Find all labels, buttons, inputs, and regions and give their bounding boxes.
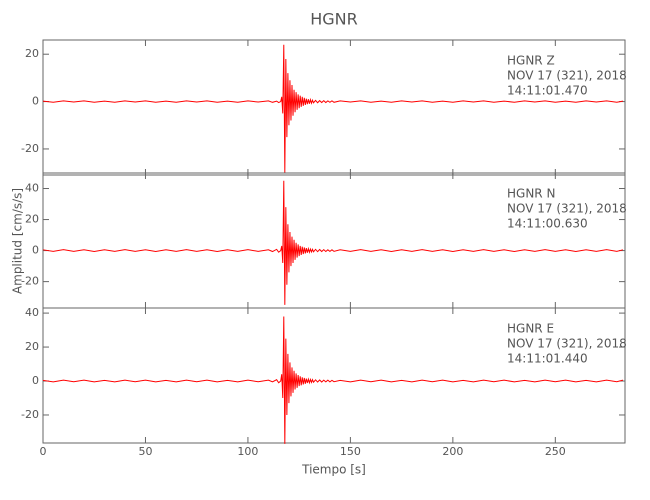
panel-frame (42, 39, 626, 176)
x-tick-label: 0 (40, 445, 47, 458)
annotation: HGNR Z (507, 54, 555, 68)
x-axis-label: Tiempo [s] (301, 463, 366, 477)
y-axis-label: Amplitud [cm/s/s] (11, 188, 25, 294)
y-tick-label: 0 (32, 374, 39, 387)
annotation: 14:11:00.630 (507, 217, 588, 231)
y-tick-label: -20 (21, 142, 39, 155)
annotation: NOV 17 (321), 2018 (507, 202, 627, 216)
x-tick-label: 250 (545, 445, 566, 458)
annotation: 14:11:01.470 (507, 84, 588, 98)
y-tick-label: 20 (25, 340, 39, 353)
waveform (42, 316, 624, 444)
y-tick-label: 40 (25, 182, 39, 195)
x-tick-label: 200 (442, 445, 463, 458)
y-tick-label: 0 (32, 244, 39, 257)
annotation: NOV 17 (321), 2018 (507, 69, 627, 83)
panel-frame (42, 307, 626, 444)
y-tick-label: 40 (25, 306, 39, 319)
annotation: HGNR N (507, 187, 555, 201)
annotation: 14:11:01.440 (507, 352, 588, 366)
y-tick-label: -20 (21, 408, 39, 421)
y-tick-label: -20 (21, 275, 39, 288)
waveform (42, 180, 624, 305)
x-tick-label: 100 (237, 445, 258, 458)
y-tick-label: 20 (25, 213, 39, 226)
annotation: HGNR E (507, 322, 554, 336)
y-tick-label: 20 (25, 47, 39, 60)
x-tick-label: 150 (340, 445, 361, 458)
x-tick-label: 50 (138, 445, 152, 458)
waveform (42, 44, 624, 173)
y-tick-label: 0 (32, 95, 39, 108)
chart-title: HGNR (310, 10, 358, 29)
annotation: NOV 17 (321), 2018 (507, 337, 627, 351)
